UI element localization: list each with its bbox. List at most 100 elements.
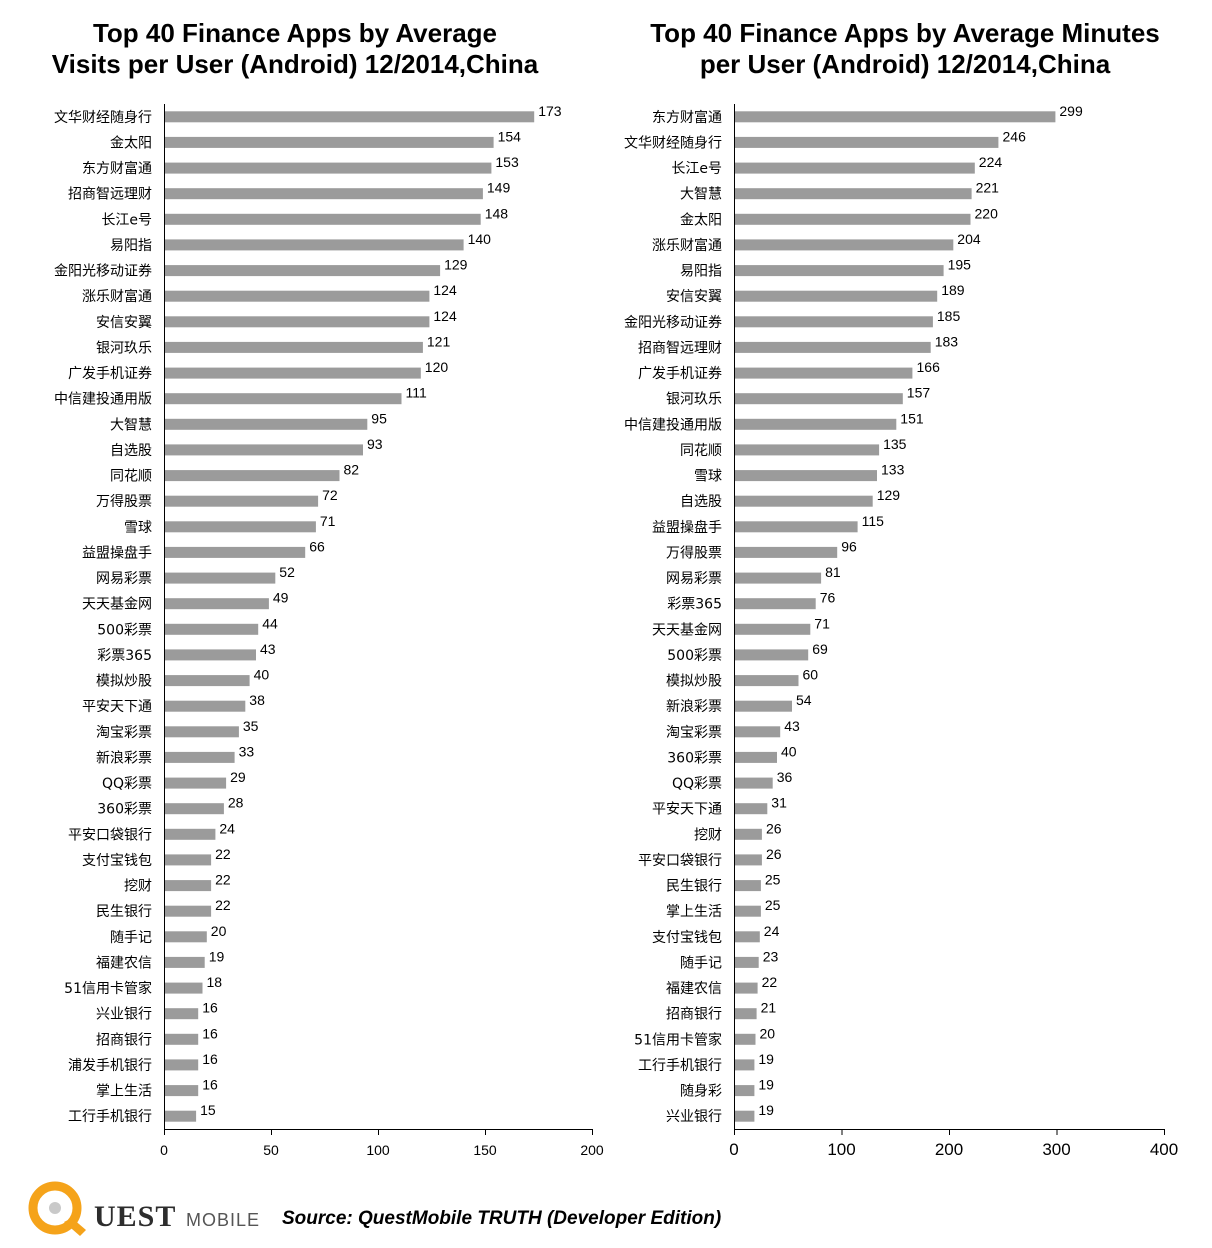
value-label-minutes-15: 129: [877, 487, 901, 503]
bar-minutes-28: [734, 828, 762, 840]
category-label-visits-14: 同花顺: [110, 469, 152, 485]
category-label-minutes-17: 万得股票: [666, 544, 722, 561]
bar-visits-2: [164, 162, 492, 174]
bar-minutes-1: [734, 136, 999, 148]
category-label-minutes-29: 平安口袋银行: [638, 853, 722, 869]
value-label-visits-28: 24: [219, 820, 235, 836]
bar-visits-7: [164, 290, 430, 302]
value-label-minutes-31: 25: [765, 897, 781, 913]
value-label-visits-16: 71: [320, 513, 336, 529]
value-label-visits-26: 29: [230, 769, 246, 785]
value-label-minutes-3: 221: [976, 180, 1000, 196]
category-label-minutes-22: 模拟炒股: [666, 674, 722, 690]
bar-minutes-8: [734, 316, 933, 328]
bar-visits-28: [164, 828, 216, 840]
bar-visits-36: [164, 1033, 199, 1045]
bar-minutes-35: [734, 1008, 757, 1020]
bar-visits-20: [164, 623, 259, 635]
value-label-minutes-28: 26: [766, 820, 782, 836]
category-label-minutes-36: 51信用卡管家: [634, 1031, 722, 1048]
bar-visits-30: [164, 880, 212, 892]
category-label-visits-38: 掌上生活: [96, 1084, 152, 1100]
value-label-visits-2: 153: [495, 154, 519, 170]
value-label-minutes-1: 246: [1003, 128, 1027, 144]
category-label-visits-26: QQ彩票: [102, 776, 152, 792]
value-label-minutes-36: 20: [760, 1025, 776, 1041]
bar-minutes-27: [734, 803, 768, 815]
bar-minutes-25: [734, 751, 777, 763]
bar-minutes-6: [734, 265, 944, 277]
category-label-minutes-33: 随手记: [680, 955, 722, 971]
bar-minutes-32: [734, 931, 760, 943]
value-label-minutes-23: 54: [796, 692, 812, 708]
category-label-visits-21: 彩票365: [97, 648, 152, 664]
category-label-visits-37: 浦发手机银行: [68, 1058, 152, 1074]
category-label-minutes-24: 淘宝彩票: [666, 725, 722, 741]
bar-visits-25: [164, 751, 235, 763]
category-label-visits-32: 随手记: [110, 930, 152, 946]
value-label-minutes-2: 224: [979, 154, 1003, 170]
brand-subtitle: MOBILE: [186, 1210, 261, 1230]
category-label-minutes-31: 掌上生活: [666, 904, 722, 920]
bar-visits-27: [164, 803, 224, 815]
x-tick-label-minutes-2: 200: [935, 1140, 963, 1159]
bar-minutes-13: [734, 444, 880, 456]
category-label-minutes-39: 兴业银行: [666, 1109, 722, 1125]
bar-visits-10: [164, 367, 421, 379]
category-label-visits-25: 新浪彩票: [96, 750, 152, 766]
category-label-visits-20: 500彩票: [97, 622, 152, 638]
bar-minutes-38: [734, 1085, 755, 1097]
x-tick-label-visits-0: 0: [160, 1142, 168, 1158]
x-tick-label-visits-4: 200: [580, 1142, 604, 1158]
category-label-visits-1: 金太阳: [110, 135, 152, 151]
value-label-visits-21: 43: [260, 641, 276, 657]
value-label-minutes-16: 115: [862, 513, 885, 529]
value-label-minutes-39: 19: [758, 1102, 774, 1118]
bar-minutes-24: [734, 726, 781, 738]
category-label-visits-29: 支付宝钱包: [82, 853, 152, 869]
category-label-minutes-19: 彩票365: [667, 597, 722, 613]
value-label-minutes-37: 19: [758, 1051, 774, 1067]
bar-visits-24: [164, 726, 239, 738]
category-label-visits-23: 平安天下通: [82, 699, 152, 715]
bar-minutes-12: [734, 418, 897, 430]
category-label-minutes-30: 民生银行: [666, 879, 722, 895]
category-label-visits-22: 模拟炒股: [96, 674, 152, 690]
value-label-visits-31: 22: [215, 897, 231, 913]
category-label-minutes-16: 益盟操盘手: [652, 519, 722, 536]
bar-minutes-30: [734, 880, 761, 892]
value-label-minutes-11: 157: [907, 385, 931, 401]
value-label-minutes-27: 31: [771, 795, 787, 811]
bar-visits-18: [164, 572, 276, 584]
bar-minutes-29: [734, 854, 762, 866]
category-label-visits-35: 兴业银行: [96, 1007, 152, 1023]
value-label-visits-33: 19: [209, 948, 225, 964]
category-label-visits-36: 招商银行: [96, 1032, 152, 1048]
category-label-minutes-9: 招商智远理财: [638, 340, 722, 356]
bar-minutes-19: [734, 598, 816, 610]
bar-visits-17: [164, 546, 306, 558]
value-label-minutes-9: 183: [935, 333, 959, 349]
bar-minutes-3: [734, 188, 972, 200]
value-label-minutes-19: 76: [820, 590, 836, 606]
category-label-minutes-34: 福建农信: [666, 981, 722, 997]
value-label-minutes-22: 60: [803, 667, 819, 683]
category-label-minutes-23: 新浪彩票: [666, 699, 722, 715]
category-label-minutes-28: 挖财: [694, 827, 722, 843]
category-label-visits-2: 东方财富通: [82, 160, 152, 177]
bar-visits-16: [164, 521, 316, 533]
category-label-visits-7: 涨乐财富通: [82, 288, 152, 305]
value-label-minutes-24: 43: [784, 718, 800, 734]
bar-visits-19: [164, 598, 269, 610]
bar-minutes-34: [734, 982, 758, 994]
bar-visits-21: [164, 649, 256, 661]
value-label-visits-9: 121: [427, 333, 451, 349]
value-label-minutes-20: 71: [814, 615, 830, 631]
chart-title-minutes: Top 40 Finance Apps by Average Minutes p…: [650, 18, 1160, 79]
bar-minutes-26: [734, 777, 773, 789]
bar-visits-23: [164, 700, 246, 712]
category-label-visits-34: 51信用卡管家: [64, 980, 152, 997]
bar-minutes-7: [734, 290, 938, 302]
category-label-minutes-13: 同花顺: [680, 443, 722, 459]
x-tick-label-minutes-1: 100: [827, 1140, 855, 1159]
